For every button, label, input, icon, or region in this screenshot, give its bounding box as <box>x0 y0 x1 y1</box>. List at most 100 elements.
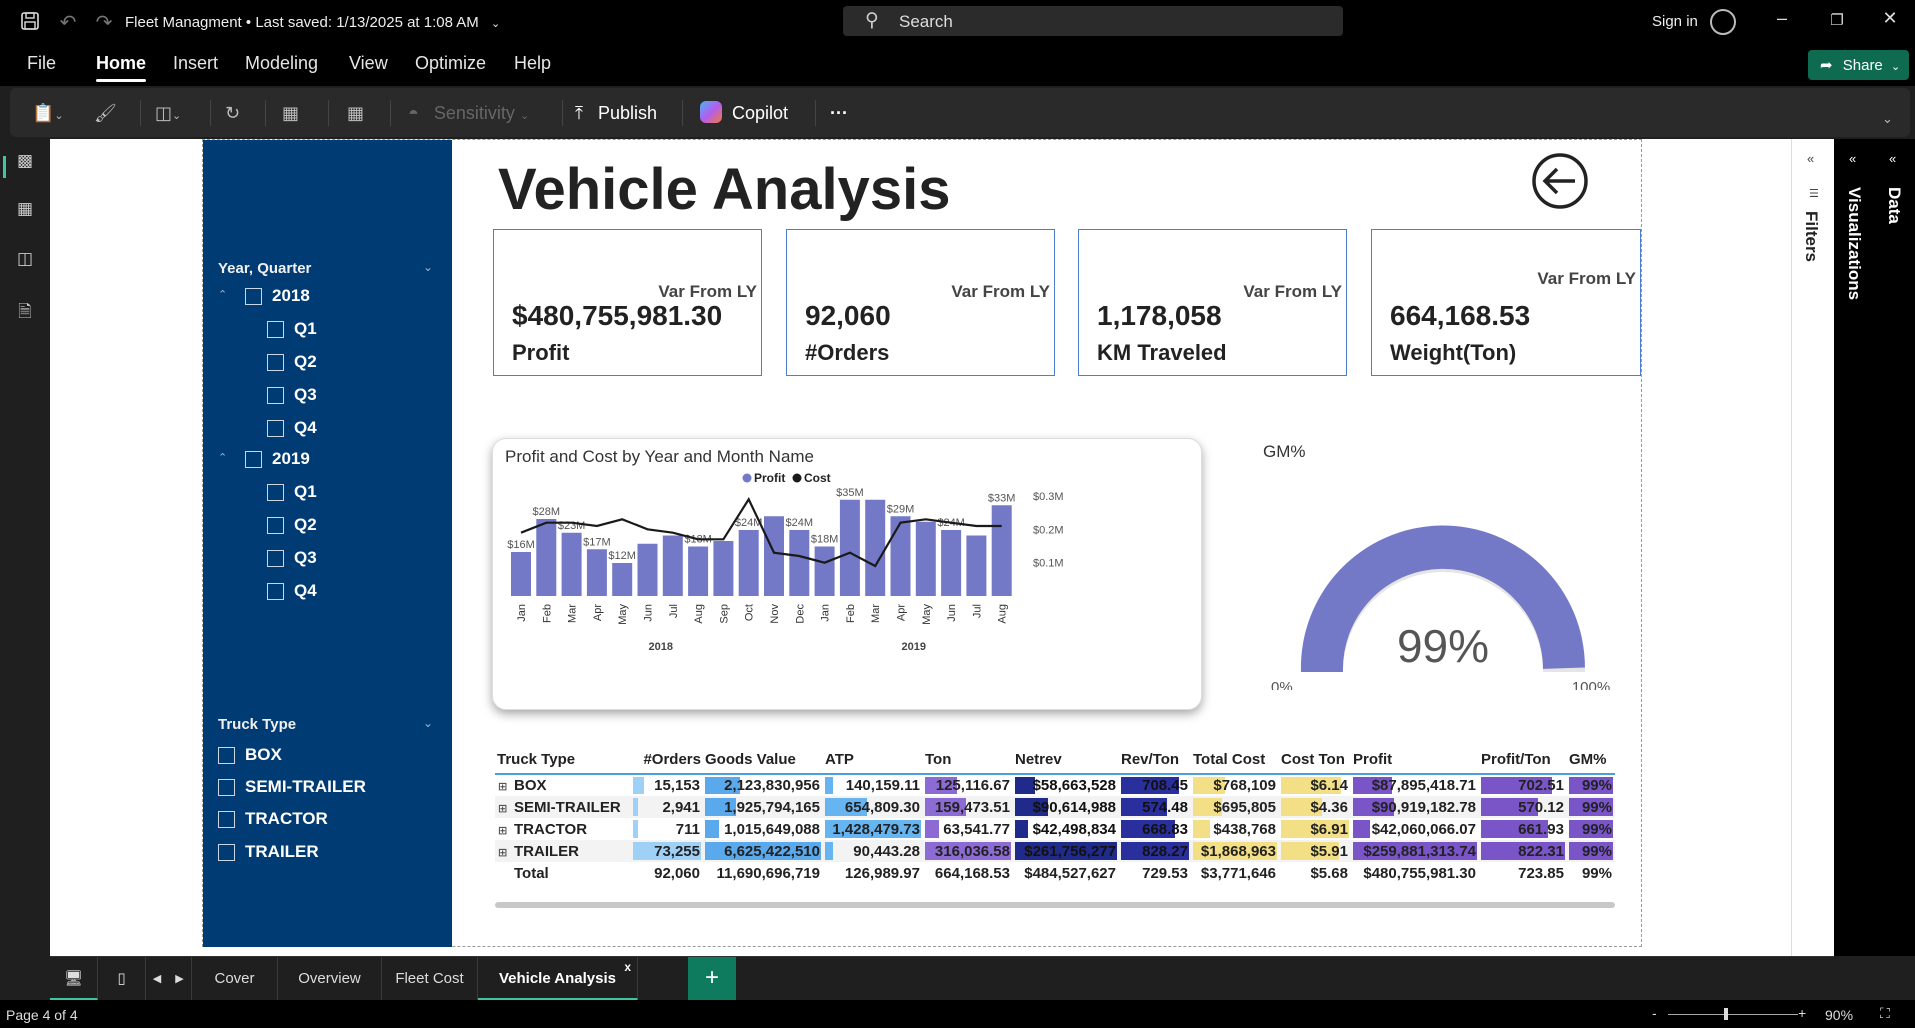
publish-button[interactable]: ⤒ Publish <box>575 98 657 128</box>
matrix-column-header[interactable]: Truck Type <box>495 746 631 775</box>
mobile-layout-icon[interactable]: ▯ <box>98 957 146 1001</box>
close-tab-icon[interactable]: x <box>624 960 631 974</box>
new-visual-icon[interactable]: ▦ <box>282 103 300 123</box>
chevron-down-icon[interactable]: ⌄ <box>423 260 434 274</box>
redo-icon[interactable]: ↷ <box>95 12 113 34</box>
profit-bar[interactable] <box>612 563 633 596</box>
slicer-item-2019-q4[interactable]: Q4 <box>267 581 317 601</box>
undo-icon[interactable]: ↶ <box>59 12 77 34</box>
get-data-icon[interactable]: ◫⌄ <box>155 103 182 123</box>
truck-type-matrix[interactable]: Truck Type #Orders Goods Value ATP Ton Netrev… <box>495 746 1619 906</box>
kpi-card-orders[interactable]: Var From LY 92,060 #Orders <box>786 229 1055 376</box>
checkbox[interactable] <box>267 320 284 338</box>
profit-bar[interactable] <box>966 535 987 597</box>
chevron-down-icon[interactable]: ⌄ <box>423 716 434 730</box>
slicer-item-2018-q2[interactable]: Q2 <box>267 352 317 372</box>
expand-data-icon[interactable]: « <box>1889 151 1897 166</box>
calculator-icon[interactable]: ▦ <box>347 103 365 123</box>
slicer-item-2019-q3[interactable]: Q3 <box>267 548 317 568</box>
checkbox[interactable] <box>267 353 284 371</box>
checkbox[interactable] <box>267 549 284 567</box>
matrix-row-header[interactable]: ⊞ TRAILER <box>495 840 631 862</box>
checkbox[interactable] <box>218 778 235 796</box>
matrix-column-header[interactable]: Cost Ton <box>1279 746 1351 775</box>
profit-bar[interactable] <box>991 505 1012 596</box>
model-view-icon[interactable]: ◫ <box>16 249 34 268</box>
checkbox[interactable] <box>267 516 284 534</box>
tab-vehicle-analysis[interactable]: Vehicle Analysis x <box>478 957 638 1001</box>
matrix-column-header[interactable]: Ton <box>923 746 1013 775</box>
sensitivity-button[interactable]: ◓ Sensitivity ⌄ <box>408 98 529 128</box>
collapse-caret-icon[interactable]: ⌃ <box>218 289 228 301</box>
paste-icon[interactable]: 📋⌄ <box>32 103 64 123</box>
zoom-out-button[interactable]: - <box>1652 1005 1657 1021</box>
gm-gauge[interactable]: GM% 99% 0% 100% <box>1253 430 1633 700</box>
profit-bar[interactable] <box>839 499 860 596</box>
restore-icon[interactable]: ❐ <box>1830 12 1844 29</box>
filters-pane[interactable]: « ☰ Filters <box>1791 139 1834 956</box>
avatar-icon[interactable] <box>1710 9 1736 35</box>
menu-optimize[interactable]: Optimize <box>415 53 487 73</box>
matrix-column-header[interactable]: Rev/Ton <box>1119 746 1191 775</box>
chevron-down-icon[interactable]: ⌄ <box>490 18 501 30</box>
tab-cover[interactable]: Cover <box>192 957 278 1001</box>
menu-help[interactable]: Help <box>514 53 552 73</box>
checkbox[interactable] <box>267 582 284 600</box>
profit-bar[interactable] <box>789 530 810 596</box>
expand-icon[interactable]: ⊞ <box>498 846 508 859</box>
checkbox[interactable] <box>218 843 235 861</box>
zoom-slider[interactable] <box>1668 1008 1798 1020</box>
search-input[interactable]: ⚲ Search <box>843 6 1343 36</box>
slicer-item-tractor[interactable]: TRACTOR <box>218 809 328 829</box>
checkbox[interactable] <box>218 810 235 828</box>
profit-bar[interactable] <box>915 521 936 596</box>
fit-page-icon[interactable]: ⛶ <box>1880 1005 1890 1021</box>
profit-bar[interactable] <box>586 549 607 596</box>
profit-bar[interactable] <box>814 546 835 597</box>
data-pane[interactable]: « Data <box>1875 139 1915 956</box>
add-page-button[interactable]: + <box>688 957 736 1001</box>
slicer-item-2019-q2[interactable]: Q2 <box>267 515 317 535</box>
matrix-column-header[interactable]: Profit <box>1351 746 1479 775</box>
expand-icon[interactable]: ⊞ <box>498 781 508 793</box>
kpi-card-km-traveled[interactable]: Var From LY 1,178,058 KM Traveled <box>1078 229 1347 376</box>
matrix-row-header[interactable]: ⊞ BOX <box>495 774 631 796</box>
slicer-item-box[interactable]: BOX <box>218 745 282 765</box>
close-window-icon[interactable]: ✕ <box>1882 8 1898 28</box>
matrix-row-header[interactable]: ⊞ TRACTOR <box>495 818 631 840</box>
profit-bar[interactable] <box>764 516 784 596</box>
zoom-slider-thumb[interactable] <box>1724 1008 1728 1020</box>
zoom-in-button[interactable]: + <box>1798 1005 1807 1021</box>
visualizations-pane[interactable]: « Visualizations <box>1834 139 1875 956</box>
slicer-item-2018-q3[interactable]: Q3 <box>267 385 317 405</box>
collapse-caret-icon[interactable]: ⌃ <box>218 452 228 464</box>
slicer-item-trailer[interactable]: TRAILER <box>218 842 319 862</box>
menu-modeling[interactable]: Modeling <box>245 53 319 73</box>
collapse-ribbon-icon[interactable]: ⌄ <box>1882 111 1893 126</box>
matrix-row[interactable]: ⊞ TRACTOR 711 1,015,649,088 1,428,479.73 63,5… <box>495 818 1615 840</box>
document-title[interactable]: Fleet Managment • Last saved: 1/13/2025 … <box>125 14 500 31</box>
profit-bar[interactable] <box>561 532 582 596</box>
more-options-icon[interactable]: ··· <box>830 103 848 123</box>
expand-visualizations-icon[interactable]: « <box>1849 151 1857 166</box>
checkbox[interactable] <box>267 386 284 404</box>
checkbox[interactable] <box>245 287 262 305</box>
sign-in-link[interactable]: Sign in <box>1652 13 1698 30</box>
profit-bar[interactable] <box>662 535 683 597</box>
profit-bar[interactable] <box>536 519 557 596</box>
slicer-item-2019[interactable]: 2019 <box>245 449 310 469</box>
matrix-column-header[interactable]: Netrev <box>1013 746 1119 775</box>
checkbox[interactable] <box>267 483 284 501</box>
menu-home[interactable]: Home <box>96 53 147 82</box>
matrix-row[interactable]: ⊞ TRAILER 73,255 6,625,422,510 90,443.28 316,… <box>495 840 1615 862</box>
profit-bar[interactable] <box>511 552 531 596</box>
profit-cost-chart[interactable]: Profit and Cost by Year and Month Name P… <box>492 438 1202 710</box>
checkbox[interactable] <box>267 419 284 437</box>
kpi-card-weight[interactable]: Var From LY 664,168.53 Weight(Ton) <box>1371 229 1641 376</box>
matrix-column-header[interactable]: Total Cost <box>1191 746 1279 775</box>
slicer-item-semi-trailer[interactable]: SEMI-TRAILER <box>218 777 366 797</box>
matrix-row-header[interactable]: ⊞ SEMI-TRAILER <box>495 796 631 818</box>
share-button[interactable]: ➦ Share ⌄ <box>1808 50 1909 80</box>
minimize-icon[interactable]: – <box>1776 8 1787 28</box>
menu-file[interactable]: File <box>27 53 57 73</box>
